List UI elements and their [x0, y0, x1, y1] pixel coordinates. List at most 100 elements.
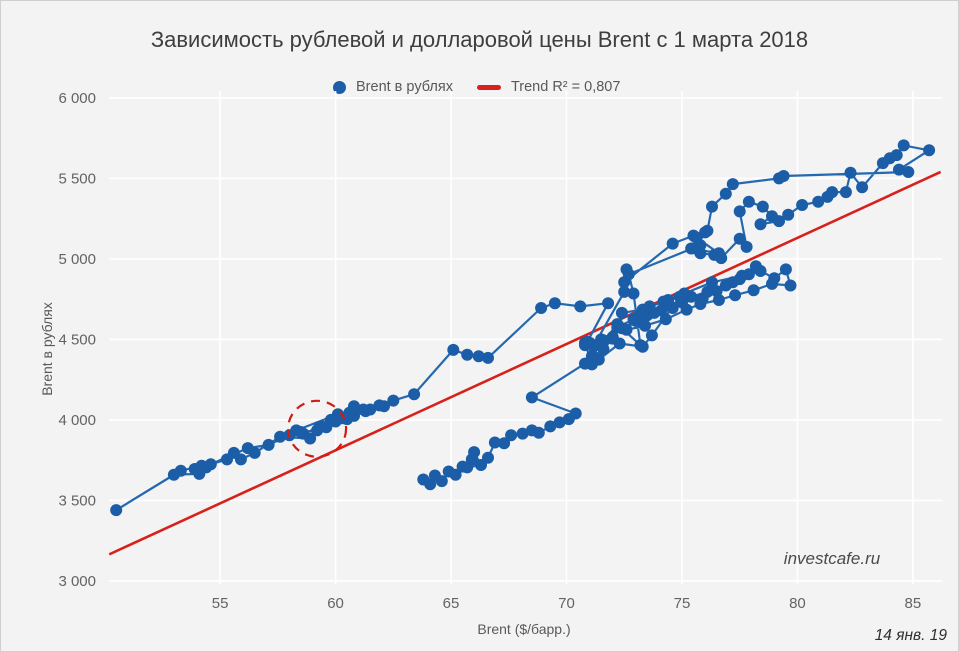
x-axis-title: Brent ($/барр.): [477, 621, 571, 637]
y-tick-label: 5 500: [58, 170, 96, 187]
data-point: [719, 279, 732, 292]
data-point: [784, 279, 797, 292]
data-point: [620, 323, 633, 336]
data-point: [645, 329, 658, 342]
data-point: [461, 348, 474, 361]
data-point: [729, 289, 742, 302]
data-point: [659, 313, 672, 326]
x-tick-label: 75: [674, 595, 691, 612]
data-point: [749, 260, 762, 273]
data-point: [449, 468, 462, 481]
data-point: [685, 242, 698, 255]
data-point: [602, 297, 615, 310]
x-tick-label: 70: [558, 595, 575, 612]
data-point: [639, 319, 651, 332]
data-point: [756, 200, 769, 213]
data-point: [472, 350, 485, 363]
data-point: [553, 416, 566, 429]
data-point: [535, 302, 548, 314]
legend-trend-line-icon: [476, 84, 501, 90]
data-point: [387, 394, 400, 407]
data-point: [468, 446, 481, 459]
legend-series-dot-icon: [333, 80, 346, 94]
x-tick-label: 65: [443, 595, 460, 612]
data-point: [618, 285, 631, 298]
data-point: [736, 269, 748, 282]
data-point: [622, 268, 635, 281]
data-point: [424, 478, 437, 491]
data-point: [435, 475, 448, 488]
data-point: [643, 300, 656, 313]
data-point: [766, 277, 778, 290]
y-tick-label: 4 500: [58, 331, 96, 348]
x-tick-label: 80: [789, 595, 806, 612]
data-point: [673, 290, 686, 303]
data-point: [447, 343, 460, 356]
data-point: [740, 240, 753, 253]
legend: Brent в рублях Trend R² = 0,807: [333, 79, 620, 95]
data-point: [694, 298, 707, 310]
x-tick-label: 85: [905, 595, 922, 612]
data-point: [597, 343, 610, 356]
data-point: [615, 306, 628, 319]
data-point: [498, 437, 511, 450]
data-point: [712, 294, 725, 306]
data-point: [779, 263, 792, 276]
data-point: [701, 224, 714, 237]
data-point: [796, 199, 809, 211]
data-point: [890, 149, 903, 162]
y-tick-label: 6 000: [58, 90, 96, 107]
data-point: [773, 172, 785, 185]
data-point: [329, 415, 342, 428]
data-point: [262, 438, 275, 451]
data-point: [662, 294, 675, 306]
data-point: [706, 200, 718, 213]
data-point: [482, 351, 494, 364]
y-axis-title: Brent в рублях: [39, 302, 55, 396]
data-point: [812, 195, 825, 208]
data-point: [204, 458, 217, 471]
data-point: [304, 432, 317, 445]
data-point: [754, 218, 767, 231]
data-point: [839, 186, 852, 199]
data-point: [544, 420, 557, 433]
legend-trend-label: Trend R² = 0,807: [510, 79, 621, 95]
date-label: 14 янв. 19: [874, 627, 947, 644]
chart-title: Зависимость рублевой и долларовой цены B…: [150, 27, 809, 52]
x-tick-label: 55: [212, 595, 229, 612]
data-point: [357, 403, 370, 416]
data-point: [195, 459, 208, 472]
data-point: [581, 335, 594, 348]
y-tick-label: 3 500: [58, 492, 96, 509]
data-point: [726, 178, 739, 191]
data-point: [706, 276, 718, 289]
data-point: [525, 391, 538, 404]
legend-series-label: Brent в рублях: [356, 79, 453, 95]
data-point: [773, 215, 785, 228]
data-point: [893, 163, 905, 176]
data-point: [844, 166, 857, 179]
data-point: [348, 400, 360, 413]
data-point: [782, 208, 795, 221]
data-point: [611, 318, 624, 331]
data-point: [701, 285, 714, 298]
watermark: investcafe.ru: [783, 549, 881, 568]
y-tick-label: 5 000: [58, 251, 96, 268]
data-point: [634, 339, 647, 352]
data-point: [110, 504, 123, 517]
data-point: [897, 139, 910, 152]
trend-line: [108, 170, 942, 556]
data-point: [742, 195, 755, 208]
y-tick-label: 3 000: [58, 573, 96, 590]
data-point: [569, 407, 582, 420]
data-point: [747, 284, 760, 297]
data-point: [516, 427, 529, 440]
data-point: [902, 166, 915, 178]
data-point: [694, 239, 707, 252]
data-point: [461, 461, 474, 474]
data-point: [712, 247, 725, 260]
data-point: [241, 442, 254, 455]
data-point: [606, 331, 619, 343]
